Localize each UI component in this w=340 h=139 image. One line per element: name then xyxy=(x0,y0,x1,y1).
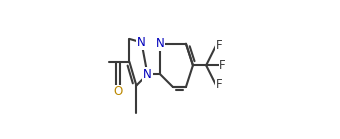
Text: F: F xyxy=(216,39,222,52)
Text: F: F xyxy=(216,78,222,91)
Text: N: N xyxy=(143,68,152,81)
Text: N: N xyxy=(137,36,146,49)
Text: O: O xyxy=(114,85,123,98)
Text: F: F xyxy=(219,59,226,72)
Text: N: N xyxy=(156,37,165,50)
